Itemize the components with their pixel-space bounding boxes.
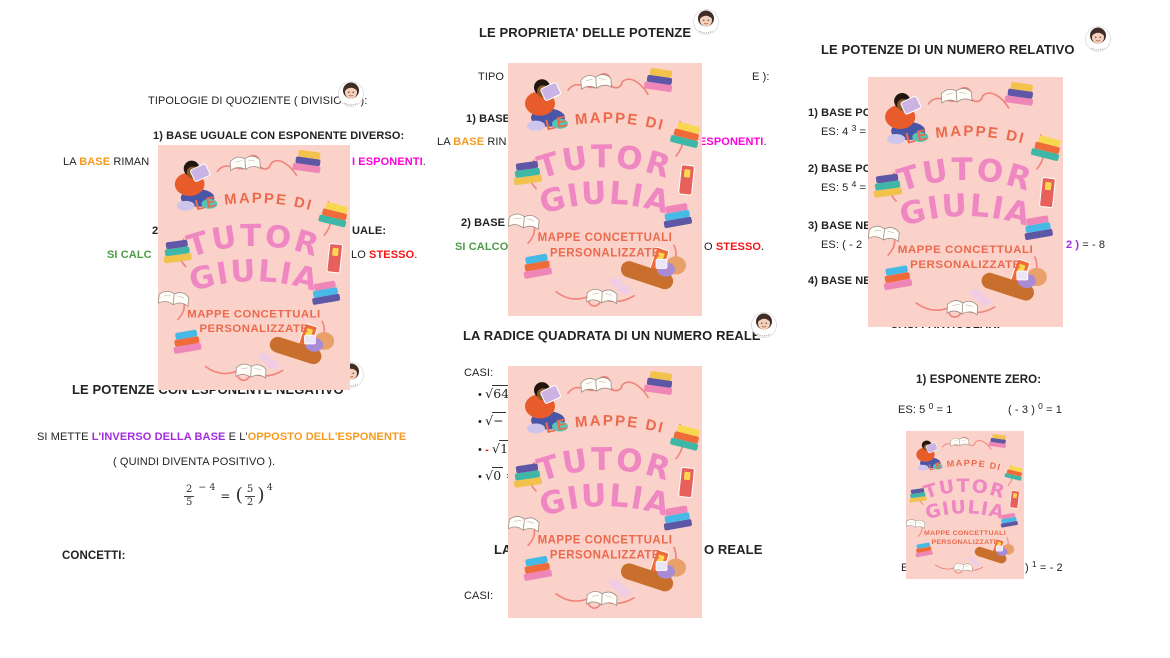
right-title-relativo: LE POTENZE DI UN NUMERO RELATIVO bbox=[821, 42, 1075, 57]
left-item2-heading-left: 2) bbox=[152, 225, 162, 237]
svg-text:MAPPE CONCETTUALI: MAPPE CONCETTUALI bbox=[538, 534, 673, 546]
left-paren: ( bbox=[235, 484, 243, 506]
right-es-zero-2: ( - 3 ) 0 = 1 bbox=[1008, 401, 1063, 416]
center-title-radice-quadrata: LA RADICE QUADRATA DI UN NUMERO REALE bbox=[463, 328, 761, 343]
watermark-card-tutor-giulia: LE MAPPE DI TUTOR GIULIA MAPPE CONCETTUA… bbox=[158, 145, 350, 390]
left-regola-negativo: SI METTE L'INVERSO DELLA BASE E L'OPPOST… bbox=[37, 431, 407, 443]
exponent-positive: 4 bbox=[266, 481, 273, 493]
center-tipologie-right: E ): bbox=[752, 71, 770, 83]
sqrt-expression: √− bbox=[485, 412, 506, 428]
svg-text:MAPPE CONCETTUALI: MAPPE CONCETTUALI bbox=[187, 309, 320, 321]
right-es-uno-left: E bbox=[901, 562, 909, 574]
center-caso-sqrt-3: • - √1 bbox=[478, 440, 511, 456]
svg-text:MAPPE CONCETTUALI: MAPPE CONCETTUALI bbox=[898, 244, 1034, 256]
svg-text:MAPPE CONCETTUALI: MAPPE CONCETTUALI bbox=[538, 232, 673, 244]
tutor-giulia-avatar-sticker-icon bbox=[1085, 25, 1111, 57]
exponent-negative: − 4 bbox=[198, 481, 216, 493]
right-item1-heading: 1) BASE PO bbox=[808, 107, 872, 119]
svg-text:PERSONALIZZATE: PERSONALIZZATE bbox=[550, 549, 660, 561]
center-caso-sqrt-2: • √− bbox=[478, 412, 506, 428]
right-item2-heading: 2) BASE PO bbox=[808, 163, 872, 175]
svg-text:PERSONALIZZATE: PERSONALIZZATE bbox=[199, 323, 308, 335]
center-casi-1: CASI: bbox=[464, 367, 494, 379]
center-item1-heading: 1) BASE U bbox=[466, 113, 522, 125]
center-title-bottom-left: LA bbox=[494, 542, 512, 557]
svg-text:LE MAPPE DI: LE MAPPE DI bbox=[928, 458, 1003, 472]
center-tipologie-left: TIPO bbox=[478, 71, 505, 83]
equals-sign: = bbox=[220, 489, 231, 503]
right-item4-heading: 4) BASE NE bbox=[808, 275, 871, 287]
tutor-giulia-avatar-sticker-icon bbox=[693, 8, 719, 40]
center-caso-sqrt-1: • √64 bbox=[478, 385, 512, 401]
right-paren: ) bbox=[257, 484, 265, 506]
sqrt-expression: √0 bbox=[485, 467, 504, 483]
left-item1-heading: 1) BASE UGUALE CON ESPONENTE DIVERSO: bbox=[153, 130, 405, 142]
left-title-quoziente: TIPOLOGIE DI QUOZIENTE ( DIVISIONE ): bbox=[148, 95, 368, 107]
right-es-3-right: 2 ) = - 8 bbox=[1066, 239, 1106, 251]
watermark-card-tutor-giulia: LE MAPPE DI TUTOR GIULIA MAPPE CONCETTUA… bbox=[508, 366, 702, 618]
left-concetti: CONCETTI: bbox=[62, 550, 126, 562]
tutor-giulia-avatar-sticker-icon bbox=[338, 80, 364, 112]
right-es-2: ES: 5 4 = bbox=[821, 179, 867, 194]
right-es-1: ES: 4 3 = bbox=[821, 123, 867, 138]
watermark-card-tutor-giulia: LE MAPPE DI TUTOR GIULIA MAPPE CONCETTUA… bbox=[906, 431, 1024, 579]
right-es-zero-1: ES: 5 0 = 1 bbox=[898, 401, 953, 416]
left-line1-right: I ESPONENTI. bbox=[352, 156, 426, 168]
left-line1-left: LA BASE RIMAN bbox=[63, 156, 150, 168]
svg-text:MAPPE CONCETTUALI: MAPPE CONCETTUALI bbox=[924, 530, 1006, 537]
right-es-3-left: ES: ( - 2 bbox=[821, 239, 863, 251]
right-es-uno-right: ) 1 = - 2 bbox=[1025, 559, 1063, 574]
left-regola-negativo-2: ( QUINDI DIVENTA POSITIVO ). bbox=[113, 456, 276, 468]
left-line2-right: LO STESSO. bbox=[351, 249, 418, 261]
left-line2-left: SI CALC bbox=[107, 249, 152, 261]
center-line1-right: ESPONENTI. bbox=[699, 136, 767, 148]
svg-text:PERSONALIZZATE: PERSONALIZZATE bbox=[550, 247, 660, 259]
svg-text:PERSONALIZZATE: PERSONALIZZATE bbox=[910, 259, 1021, 271]
tutor-giulia-avatar-sticker-icon bbox=[751, 311, 777, 343]
center-casi-2: CASI: bbox=[464, 590, 494, 602]
svg-text:PERSONALIZZATE: PERSONALIZZATE bbox=[932, 539, 999, 546]
center-item2-heading: 2) BASE D bbox=[461, 217, 517, 229]
watermark-card-tutor-giulia: LE MAPPE DI TUTOR GIULIA MAPPE CONCETTUA… bbox=[508, 63, 702, 316]
watermark-card-tutor-giulia: LE MAPPE DI TUTOR GIULIA MAPPE CONCETTUA… bbox=[868, 77, 1063, 327]
sqrt-expression: √64 bbox=[485, 385, 512, 401]
right-item3-heading: 3) BASE NE bbox=[808, 220, 871, 232]
sqrt-expression: √1 bbox=[492, 440, 511, 456]
center-title-proprieta: LE PROPRIETA' DELLE POTENZE bbox=[479, 25, 692, 40]
center-line1-left: LA BASE RIN bbox=[437, 136, 507, 148]
center-line2-right: O STESSO. bbox=[704, 241, 765, 253]
center-line2-left: SI CALCOL bbox=[455, 241, 516, 253]
svg-text:LE MAPPE DI: LE MAPPE DI bbox=[193, 191, 314, 215]
center-title-bottom-right: O REALE bbox=[704, 542, 763, 557]
left-item2-heading-right: UALE: bbox=[352, 225, 387, 237]
right-esponente-zero-heading: 1) ESPONENTE ZERO: bbox=[916, 374, 1042, 386]
